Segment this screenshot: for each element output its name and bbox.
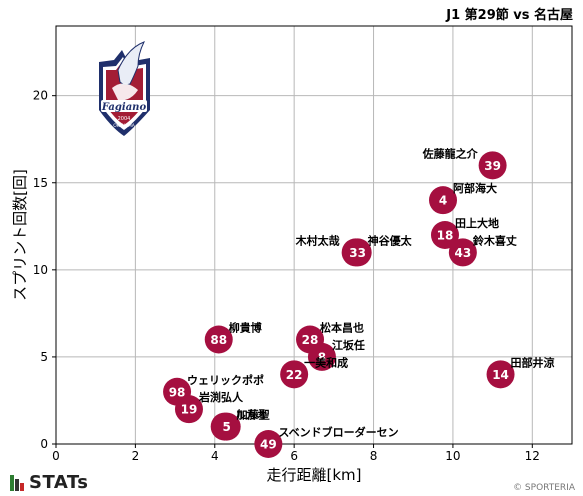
logo-city: OKAYAMA (113, 123, 136, 129)
player-number: 88 (210, 333, 227, 347)
player-marker (430, 221, 459, 249)
player-name: 一美和成 (304, 355, 348, 369)
player-point[interactable]: 8 江坂任 (307, 338, 365, 371)
copyright-credit: © SPORTERIA (513, 483, 575, 493)
x-tick-label: 0 (52, 449, 60, 463)
player-number: 18 (437, 229, 454, 243)
logo-wordmark: Fagiano (101, 102, 147, 113)
x-tick-label: 12 (525, 449, 540, 463)
player-number: 43 (454, 246, 471, 260)
player-marker (448, 238, 477, 267)
player-marker (486, 360, 515, 389)
player-marker (478, 151, 507, 180)
player-name: 阿部海大 (453, 181, 497, 195)
player-number: 19 (181, 403, 198, 417)
player-name: 松本昌也 (320, 321, 364, 335)
y-tick-label: 0 (40, 437, 48, 451)
player-name: スベンドブローダーセン (278, 425, 398, 439)
y-tick-label: 5 (40, 350, 48, 364)
x-tick-label: 2 (132, 449, 140, 463)
player-name: 田上大地 (455, 216, 499, 230)
player-marker (343, 238, 372, 267)
player-number: 28 (302, 333, 319, 347)
player-name: 田部井涼 (511, 355, 555, 369)
player-number: 4 (439, 194, 447, 208)
player-number: 49 (260, 438, 277, 452)
player-point[interactable]: 4 阿部海大 (429, 181, 497, 215)
player-marker (212, 412, 241, 441)
x-tick-label: 6 (290, 449, 298, 463)
y-tick-label: 10 (33, 263, 48, 277)
stats-bars-icon (10, 474, 24, 491)
player-name: 鈴木喜丈 (473, 233, 517, 247)
plot-frame (55, 25, 573, 445)
player-number: 39 (484, 159, 501, 173)
player-name: 佐藤龍之介 (422, 146, 479, 160)
player-number: 8 (318, 350, 326, 364)
player-number: 22 (286, 368, 303, 382)
player-marker (429, 186, 457, 215)
player-point[interactable]: 5 加藤聖 (212, 408, 270, 441)
stats-brand: STATs (10, 472, 88, 493)
chart-title: J1 第29節 vs 名古屋 (446, 8, 573, 23)
player-marker (204, 325, 233, 354)
x-axis-label: 走行距離[km] (266, 466, 361, 484)
player-marker (254, 430, 283, 458)
y-tick-label: 15 (33, 176, 48, 190)
x-tick-label: 10 (445, 449, 460, 463)
player-name: 神谷優太 (368, 233, 413, 247)
player-number: 14 (492, 368, 509, 382)
player-name: ルカオ (235, 409, 268, 422)
player-marker (174, 395, 203, 424)
player-name: 加藤聖 (236, 408, 270, 422)
x-tick-label: 8 (370, 449, 378, 463)
player-name: 江坂任 (332, 338, 365, 352)
player-point[interactable]: 39 佐藤龍之介 (422, 146, 507, 180)
player-name: 柳貴博 (229, 321, 262, 335)
player-number: 98 (169, 385, 186, 399)
player-number: 33 (349, 246, 366, 260)
team-logo: Fagiano 2004 OKAYAMA (99, 41, 150, 136)
logo-year: 2004 (118, 116, 131, 122)
y-tick-label: 20 (33, 89, 48, 103)
y-axis-label: スプリント回数[回] (11, 169, 29, 301)
player-marker (280, 360, 309, 389)
data-points: 39佐藤龍之介4阿部海大18田上大地43鈴木喜丈27木村太哉33神谷優太28松本… (163, 146, 555, 458)
x-tick-label: 4 (211, 449, 219, 463)
player-name: 岩渕弘人 (198, 390, 244, 404)
axes: 0 2 4 6 8 10 12 0 5 10 15 20 走行距離[km] スプリント回数[回] (11, 89, 540, 484)
player-name: 木村太哉 (295, 233, 340, 247)
stats-brand-text: STATs (29, 472, 89, 493)
player-marker (307, 342, 336, 371)
player-name: ウェリックポポ (187, 373, 264, 387)
player-number: 5 (222, 420, 230, 434)
